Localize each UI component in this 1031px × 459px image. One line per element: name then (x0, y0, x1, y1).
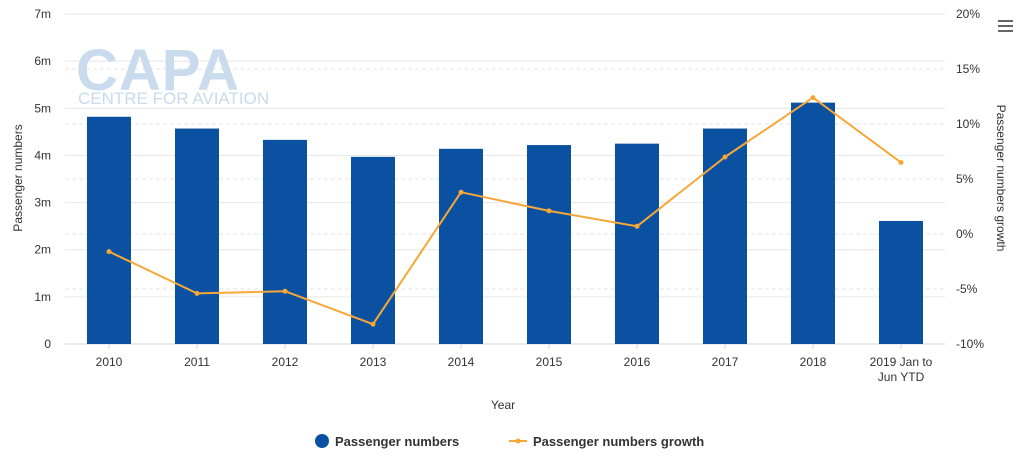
growth-point[interactable] (898, 160, 904, 165)
bar-passenger-numbers[interactable] (615, 143, 659, 344)
bar-passenger-numbers[interactable] (703, 128, 747, 344)
left-tick-label: 0 (44, 337, 51, 351)
growth-point[interactable] (370, 321, 376, 327)
bar-passenger-numbers[interactable] (351, 156, 395, 344)
legend-item-passenger-numbers[interactable]: Passenger numbers (315, 434, 459, 449)
capa-watermark-logo: CAPA CENTRE FOR AVIATION (76, 38, 269, 108)
x-tick-label: 2012 (272, 355, 299, 369)
bar-passenger-numbers[interactable] (439, 148, 483, 344)
legend: Passenger numbers Passenger numbers grow… (315, 434, 704, 449)
legend-point-marker-icon (515, 438, 521, 444)
bar-passenger-numbers[interactable] (879, 220, 923, 344)
x-tick-label: 2019 Jan to Jun YTD (870, 355, 933, 384)
x-axis-ticks: 2010 2011 2012 2013 2014 2015 2016 2017 2018 2019… (96, 344, 933, 384)
bar-passenger-numbers[interactable] (791, 102, 835, 344)
x-tick-label: 2014 (448, 355, 475, 369)
left-tick-label: 5m (34, 101, 51, 115)
left-tick-label: 6m (34, 54, 51, 68)
right-tick-label: 15% (956, 62, 980, 76)
left-axis-ticks: 0 1m 2m 3m 4m 5m 6m 7m (34, 7, 51, 351)
left-axis-title: Passenger numbers (11, 124, 25, 231)
x-tick-label: 2015 (536, 355, 563, 369)
bar-passenger-numbers[interactable] (527, 145, 571, 344)
legend-item-passenger-numbers-growth[interactable]: Passenger numbers growth (509, 434, 704, 449)
left-tick-label: 1m (34, 290, 51, 304)
legend-bar-marker-icon (315, 434, 329, 448)
growth-point[interactable] (546, 208, 552, 214)
right-tick-label: -5% (956, 282, 978, 296)
x-tick-label: 2013 (360, 355, 387, 369)
growth-point[interactable] (810, 95, 816, 101)
right-axis-ticks: -10% -5% 0% 5% 10% 15% 20% (956, 7, 984, 351)
x-tick-label: 2010 (96, 355, 123, 369)
x-tick-label: 2018 (800, 355, 827, 369)
growth-line (108, 96, 902, 326)
right-tick-label: 0% (956, 227, 974, 241)
bars-layer (87, 102, 923, 345)
legend-label-passenger-numbers: Passenger numbers (335, 434, 459, 449)
left-tick-label: 2m (34, 243, 51, 257)
growth-point[interactable] (282, 288, 288, 294)
x-tick-label: 2016 (624, 355, 651, 369)
bar-passenger-numbers[interactable] (263, 139, 307, 344)
right-axis-title: Passenger numbers growth (994, 105, 1008, 252)
growth-point[interactable] (634, 223, 640, 229)
hamburger-menu-icon[interactable] (994, 13, 1016, 35)
right-tick-label: -10% (956, 337, 984, 351)
growth-point[interactable] (194, 290, 200, 296)
watermark-brand: CAPA (76, 38, 240, 103)
right-tick-label: 10% (956, 117, 980, 131)
growth-point[interactable] (106, 249, 112, 255)
right-tick-label: 5% (956, 172, 974, 186)
right-tick-label: 20% (956, 7, 980, 21)
x-axis-title: Year (491, 398, 515, 412)
x-tick-label: 2011 (184, 355, 210, 369)
growth-point[interactable] (458, 189, 464, 195)
watermark-tagline: CENTRE FOR AVIATION (78, 89, 269, 108)
left-tick-label: 4m (34, 148, 51, 162)
left-tick-label: 3m (34, 196, 51, 210)
x-tick-label: 2017 (712, 355, 739, 369)
bar-passenger-numbers[interactable] (87, 116, 131, 345)
growth-point[interactable] (722, 154, 728, 160)
growth-line-layer (106, 95, 904, 327)
left-tick-label: 7m (34, 7, 51, 21)
bar-passenger-numbers[interactable] (175, 128, 219, 344)
legend-label-passenger-numbers-growth: Passenger numbers growth (533, 434, 704, 449)
